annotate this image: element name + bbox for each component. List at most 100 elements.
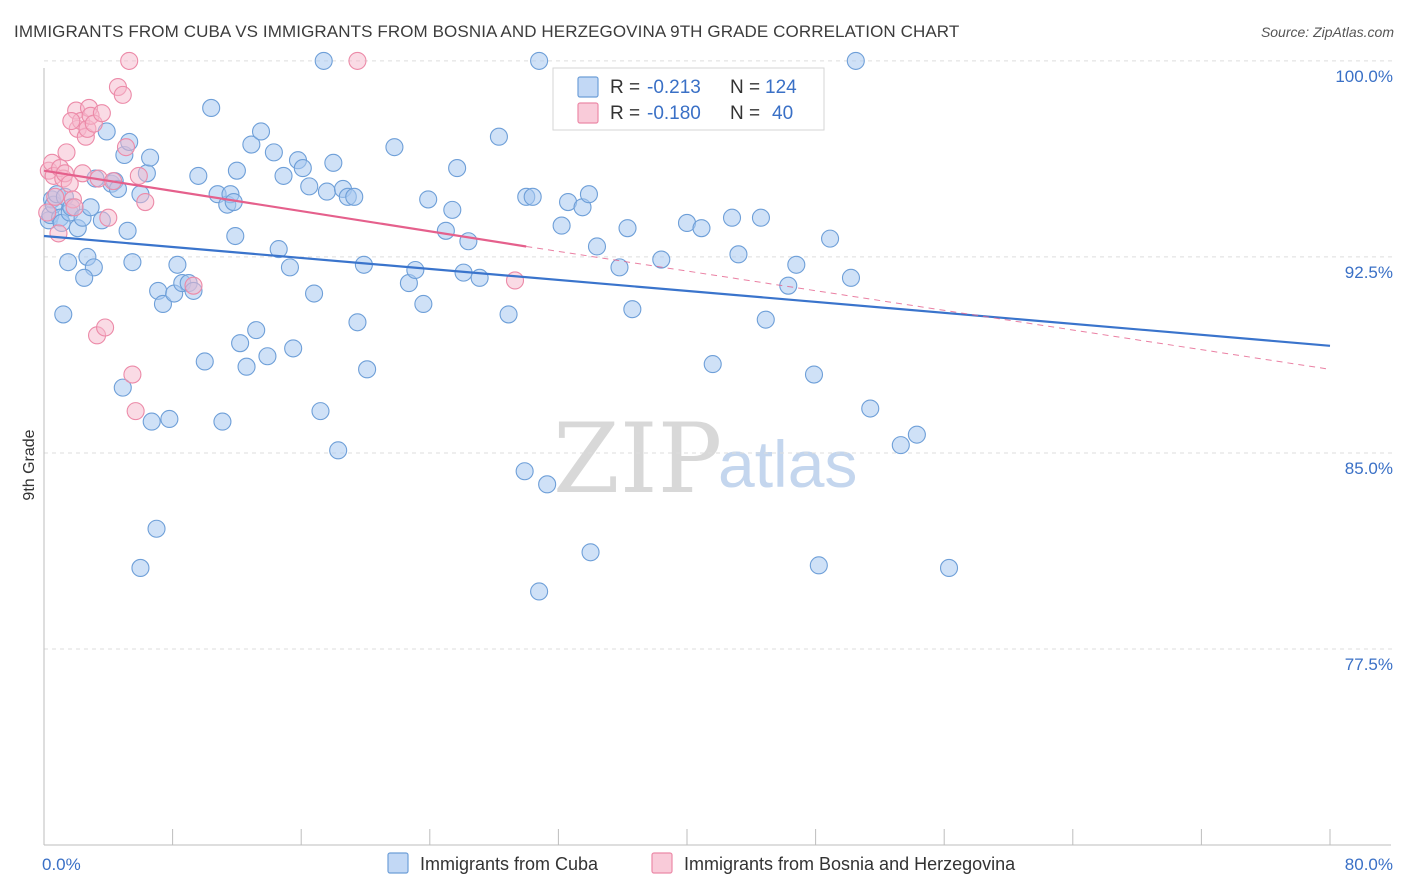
cuba-point <box>530 51 549 70</box>
cuba-point <box>809 556 828 575</box>
stats-box: R = -0.213 N = 124 R = -0.180 N = 40 <box>552 67 825 131</box>
cuba-point <box>131 558 150 578</box>
bosnia-r-label: R = <box>610 103 640 124</box>
cuba-point <box>305 284 324 303</box>
cuba-r-value: -0.213 <box>647 77 701 98</box>
cuba-point <box>436 221 455 240</box>
cuba-point <box>779 276 798 295</box>
cuba-point <box>237 357 256 376</box>
bosnia-points <box>38 51 525 421</box>
cuba-trend-line <box>43 234 1331 347</box>
cuba-point <box>226 226 245 246</box>
cuba-point <box>258 347 277 366</box>
cuba-point <box>329 441 348 460</box>
chart-source: Source: ZipAtlas.com <box>1260 24 1394 40</box>
cuba-point <box>227 161 246 180</box>
cuba-point <box>489 127 508 146</box>
x-tick-label: 0.0% <box>42 855 81 874</box>
bosnia-point <box>62 111 81 131</box>
bosnia-point <box>92 104 111 123</box>
cuba-point <box>729 245 748 264</box>
cuba-point <box>787 255 806 274</box>
bosnia-point <box>99 208 118 227</box>
bosnia-r-value: -0.180 <box>647 103 701 124</box>
bosnia-point <box>57 143 76 162</box>
cuba-n-value: 124 <box>765 77 797 98</box>
legend-cuba-swatch <box>387 852 409 874</box>
trend-lines <box>43 169 1331 370</box>
y-tick-label: 92.5% <box>1345 263 1393 282</box>
cuba-point <box>821 229 840 248</box>
x-tick-label: 80.0% <box>1345 855 1393 874</box>
bosnia-n-label: N = <box>730 103 760 124</box>
cuba-point <box>141 148 160 167</box>
bosnia-point <box>73 164 92 183</box>
y-tick-label: 85.0% <box>1345 459 1393 478</box>
cuba-points <box>39 51 959 601</box>
cuba-point <box>153 294 173 314</box>
cuba-point <box>623 300 642 319</box>
cuba-point <box>414 294 433 314</box>
cuba-point <box>756 310 775 329</box>
cuba-point <box>538 475 557 494</box>
bosnia-point <box>116 138 136 157</box>
cuba-point <box>891 436 910 455</box>
bosnia-point <box>348 51 367 70</box>
cuba-point <box>345 187 364 206</box>
legend-bosnia-swatch <box>651 852 673 874</box>
cuba-stats-swatch <box>577 76 599 98</box>
y-tick-label: 77.5% <box>1345 655 1393 674</box>
bosnia-point <box>38 203 57 222</box>
bosnia-point <box>505 271 525 290</box>
cuba-point <box>314 51 333 70</box>
cuba-point <box>213 412 232 431</box>
watermark-atlas: atlas <box>718 427 857 501</box>
bosnia-stats-swatch <box>577 102 599 124</box>
cuba-point <box>939 558 959 578</box>
cuba-point <box>515 462 534 481</box>
cuba-point <box>692 219 711 238</box>
cuba-point <box>311 402 330 421</box>
cuba-point <box>861 399 880 418</box>
axes: 0.0% 80.0% <box>42 68 1393 874</box>
cuba-point <box>189 166 208 185</box>
cuba-point <box>610 258 629 277</box>
bosnia-point <box>129 166 148 185</box>
bosnia-point <box>120 51 139 70</box>
cuba-point <box>552 216 571 235</box>
cuba-point <box>317 182 336 201</box>
cuba-point <box>264 143 283 162</box>
cuba-r-label: R = <box>610 77 640 98</box>
y-axis-label: 9th Grade <box>21 429 38 500</box>
y-tick-label: 100.0% <box>1335 67 1393 86</box>
cuba-point <box>448 159 467 178</box>
cuba-point <box>202 98 221 118</box>
grid-lines: 77.5% 85.0% 92.5% 100.0% <box>44 60 1393 674</box>
cuba-point <box>247 321 266 340</box>
cuba-point <box>59 253 78 272</box>
bosnia-point <box>123 365 142 384</box>
cuba-point <box>751 208 770 227</box>
cuba-point <box>804 365 824 384</box>
cuba-point <box>579 185 598 204</box>
watermark: ZIP atlas <box>553 403 857 515</box>
cuba-point <box>385 138 404 157</box>
cuba-point <box>358 360 377 379</box>
legend-bosnia-label: Immigrants from Bosnia and Herzegovina <box>684 854 1016 874</box>
cuba-point <box>703 355 722 374</box>
bosnia-point <box>184 276 203 295</box>
cuba-point <box>54 305 73 324</box>
cuba-point <box>231 334 250 353</box>
cuba-point <box>142 412 161 431</box>
cuba-point <box>123 253 142 272</box>
cuba-point <box>147 519 166 538</box>
bosnia-point <box>65 198 84 217</box>
cuba-point <box>530 582 549 601</box>
cuba-n-label: N = <box>730 77 760 98</box>
cuba-point <box>118 221 137 240</box>
bosnia-n-value: 40 <box>772 103 793 124</box>
bosnia-trend-line <box>43 169 527 248</box>
bosnia-point <box>96 318 115 337</box>
legend-cuba-label: Immigrants from Cuba <box>420 854 599 874</box>
